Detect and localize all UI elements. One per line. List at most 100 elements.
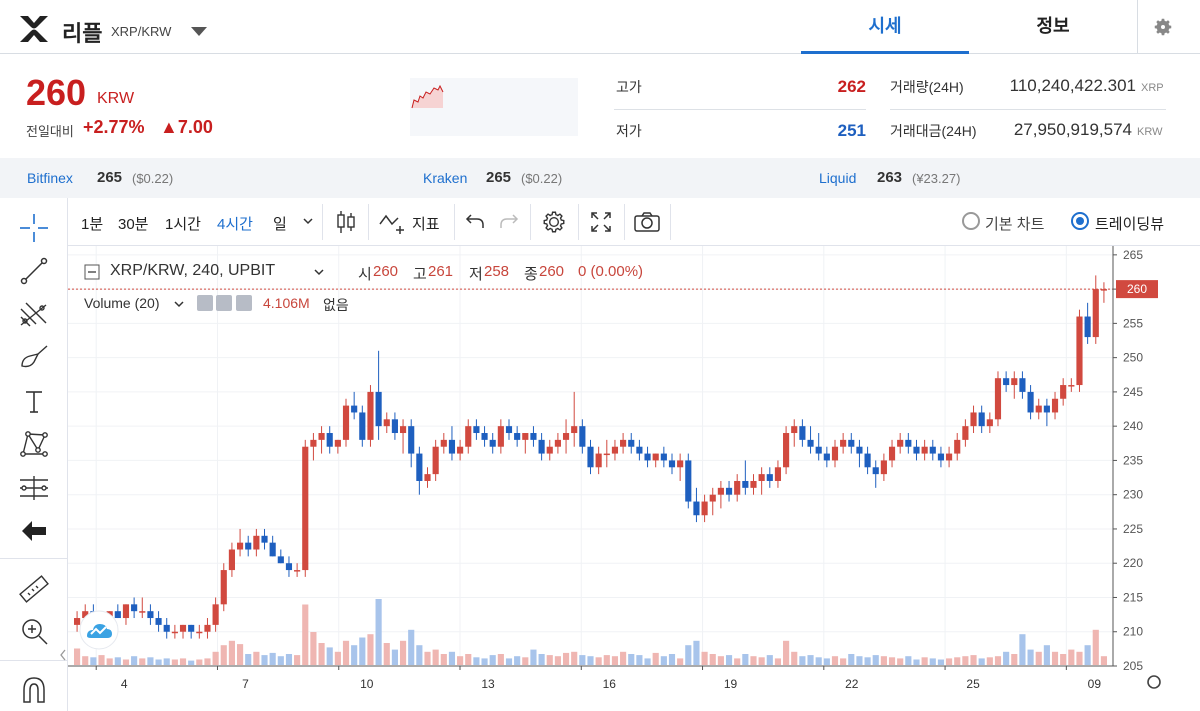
volume-bar <box>342 640 350 665</box>
volume-bar <box>522 657 529 665</box>
indicator-label[interactable]: 지표 <box>412 216 440 233</box>
high-label: 고 <box>413 266 427 283</box>
basic-chart-label[interactable]: 기본 차트 <box>985 216 1045 233</box>
exchange-price: 265 <box>97 169 123 186</box>
chevron-down-icon[interactable] <box>191 27 207 36</box>
settings-icon[interactable] <box>216 295 232 311</box>
high-value: 262 <box>837 77 866 96</box>
volume-bar <box>815 657 822 665</box>
volume-bar <box>913 659 920 665</box>
close-icon[interactable] <box>236 295 252 311</box>
volume-bar <box>1019 634 1026 665</box>
basic-chart-radio[interactable] <box>962 212 980 230</box>
volume-bar <box>351 645 358 665</box>
volume-bar <box>994 656 1002 665</box>
interval-30m[interactable]: 30분 <box>118 216 149 233</box>
y-tick-label: 215 <box>1123 590 1143 604</box>
volume-bar <box>1100 656 1107 665</box>
exchange-price: 265 <box>486 169 512 186</box>
volume-bar <box>505 658 513 665</box>
crosshair-icon[interactable] <box>16 210 52 246</box>
candle <box>913 446 920 454</box>
volume-bar <box>457 656 464 665</box>
volume-bar <box>734 658 741 665</box>
settings-icon[interactable] <box>541 209 567 235</box>
candle <box>970 412 977 427</box>
volume-bar <box>155 659 162 665</box>
coin-pair[interactable]: XRP/KRW <box>111 24 172 39</box>
candle <box>163 624 170 632</box>
chevron-left-icon[interactable] <box>58 646 68 664</box>
candle <box>620 439 627 447</box>
coin-name[interactable]: 리플 <box>62 21 103 46</box>
volume-bar <box>758 657 765 665</box>
candle <box>1035 405 1042 413</box>
volume-bar <box>554 656 561 665</box>
undo-icon[interactable] <box>464 212 486 232</box>
volume-bar <box>424 651 431 665</box>
tab-info[interactable]: 정보 <box>1036 16 1070 36</box>
gear-icon[interactable] <box>1152 16 1174 38</box>
back-arrow-icon[interactable] <box>16 513 52 549</box>
fib-icon[interactable] <box>16 297 52 333</box>
volume-bar <box>408 629 415 665</box>
tradingview-label[interactable]: 트레이딩뷰 <box>1095 216 1165 233</box>
volume-bar <box>114 657 121 665</box>
candle <box>562 433 570 440</box>
xrp-logo-icon <box>20 16 48 42</box>
gear-icon[interactable] <box>1147 675 1161 689</box>
chevron-down-icon[interactable] <box>313 267 325 277</box>
magnet-icon[interactable] <box>16 672 52 708</box>
candle <box>856 446 863 454</box>
tab-price[interactable]: 시세 <box>801 0 969 54</box>
interval-1m[interactable]: 1분 <box>81 216 104 233</box>
candle <box>334 439 341 447</box>
candle <box>774 467 782 481</box>
volume-bar <box>1043 645 1050 665</box>
trendline-icon[interactable] <box>16 253 52 289</box>
volume-bar <box>742 654 749 665</box>
volume-bar <box>285 654 293 665</box>
chevron-down-icon[interactable] <box>302 216 314 226</box>
y-tick-label: 255 <box>1123 316 1143 330</box>
camera-icon[interactable] <box>633 210 661 234</box>
symbol-label[interactable]: XRP/KRW, 240, UPBIT <box>110 262 276 279</box>
indicator-icon[interactable] <box>378 210 408 236</box>
zoom-in-icon[interactable] <box>16 613 52 649</box>
change-amount: ▲7.00 <box>160 117 213 137</box>
y-tick-label: 250 <box>1123 351 1143 365</box>
interval-1d[interactable]: 일 <box>273 216 287 233</box>
candle <box>351 405 358 413</box>
volume-bar <box>799 656 806 665</box>
eye-icon[interactable] <box>197 295 213 311</box>
candle <box>986 419 993 427</box>
volume-bar <box>236 644 244 665</box>
tradingview-radio[interactable] <box>1071 212 1089 230</box>
candle <box>155 618 162 625</box>
volume-title[interactable]: Volume (20) <box>84 295 160 311</box>
x-tick-label: 16 <box>603 677 617 691</box>
volume-bar <box>929 658 936 665</box>
collapse-icon[interactable] <box>84 264 100 280</box>
volume-bar <box>791 651 798 665</box>
candlestick-chart[interactable]: 265 260 255 250 245 240 235 230 225 220 215 210 205 4… <box>68 246 1200 711</box>
divider <box>624 204 625 240</box>
interval-4h[interactable]: 4시간 <box>217 216 253 233</box>
divider <box>614 109 866 110</box>
exchange-name: Liquid <box>819 170 857 186</box>
low-label: 저가 <box>616 123 642 139</box>
pattern-icon[interactable] <box>16 426 52 462</box>
measure-icon[interactable] <box>16 470 52 506</box>
volume-bar <box>106 658 113 665</box>
redo-icon[interactable] <box>498 212 520 232</box>
candles-icon[interactable] <box>335 209 357 235</box>
volume-bar <box>391 649 398 665</box>
brush-icon[interactable] <box>16 340 52 376</box>
close-label: 종 <box>524 266 538 283</box>
fullscreen-icon[interactable] <box>589 210 613 234</box>
interval-1h[interactable]: 1시간 <box>165 216 201 233</box>
ruler-icon[interactable] <box>16 571 52 607</box>
text-icon[interactable] <box>16 383 52 419</box>
volume-bar <box>725 655 733 665</box>
chevron-down-icon[interactable] <box>174 300 184 308</box>
